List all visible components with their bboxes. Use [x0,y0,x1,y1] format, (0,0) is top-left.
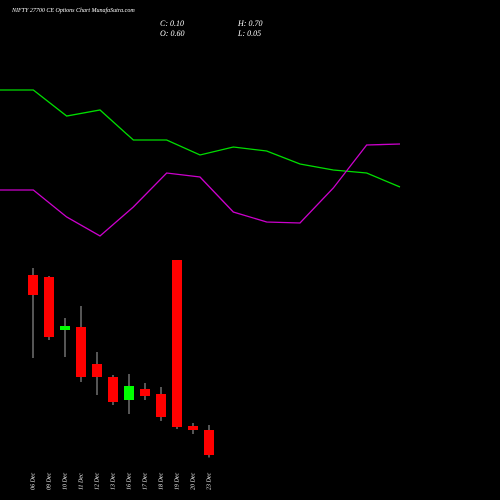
candle-body [204,430,214,455]
candle-body [124,386,134,400]
candle-body [156,394,166,417]
indicator-line [0,89,401,188]
chart-title: NIFTY 27700 CE Options Chart MunafaSutra… [11,7,135,14]
candle-body [188,426,198,430]
candle-body [140,389,150,396]
x-tick-label: 13 Dec [110,473,116,490]
candle-body [172,260,182,427]
candle-body [92,364,102,377]
candle-body [76,327,86,377]
x-tick-label: 20 Dec [190,473,196,490]
x-tick-label: 10 Dec [62,473,68,490]
x-tick-label: 06 Dec [30,473,36,490]
close-label: C: 0.10 [160,19,184,28]
x-tick-label: 18 Dec [158,473,164,490]
x-tick-label: 12 Dec [94,473,100,490]
x-tick-label: 09 Dec [46,473,52,490]
candle-body [60,326,70,330]
x-tick-label: 17 Dec [142,473,148,490]
candle-body [108,377,118,402]
open-label: O: 0.60 [160,29,184,38]
x-tick-label: 19 Dec [174,473,180,490]
high-label: H: 0.70 [237,19,262,28]
x-tick-label: 23 Dec [206,473,212,490]
candle-body [28,275,38,295]
x-tick-label: 16 Dec [126,473,132,490]
low-label: L: 0.05 [237,29,261,38]
candle-body [44,277,54,337]
x-tick-label: 11 Dec [78,473,84,490]
indicator-line [0,143,401,237]
